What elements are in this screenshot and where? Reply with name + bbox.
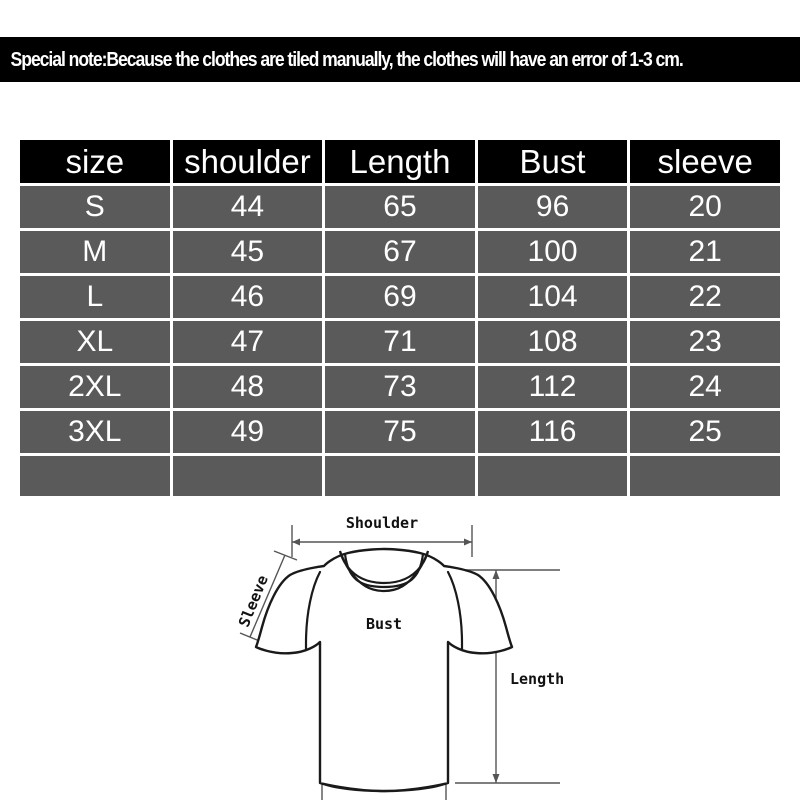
tshirt-body-path bbox=[254, 547, 514, 793]
bust-label: Bust bbox=[366, 615, 402, 633]
cell-shoulder: 47 bbox=[172, 321, 323, 363]
cell-shoulder: 46 bbox=[172, 276, 323, 318]
table-row: XL 47 71 108 23 bbox=[20, 321, 780, 363]
cell-length: 73 bbox=[325, 366, 475, 408]
cell-bust: 108 bbox=[477, 321, 628, 363]
cell-bust: 100 bbox=[477, 231, 628, 273]
cell-shoulder: 48 bbox=[172, 366, 323, 408]
cell-size: L bbox=[20, 276, 170, 318]
collar-inner-line bbox=[343, 553, 425, 589]
cell-size: M bbox=[20, 231, 170, 273]
cell-shoulder bbox=[172, 456, 323, 496]
column-header-length: Length bbox=[325, 140, 475, 183]
cell-bust bbox=[477, 456, 628, 496]
cell-shoulder: 44 bbox=[172, 186, 323, 228]
cell-shoulder: 45 bbox=[172, 231, 323, 273]
tshirt-collar bbox=[338, 550, 430, 593]
cell-length: 69 bbox=[325, 276, 475, 318]
column-header-bust: Bust bbox=[477, 140, 628, 183]
size-table-body: S 44 65 96 20 M 45 67 100 21 L 46 69 104… bbox=[20, 186, 780, 496]
cell-bust: 104 bbox=[477, 276, 628, 318]
sleeve-seam-left bbox=[304, 570, 322, 652]
special-note-banner: Special note:Because the clothes are til… bbox=[0, 37, 800, 82]
sleeve-seams bbox=[304, 570, 464, 652]
sleeve-seam-right bbox=[446, 570, 464, 652]
shoulder-label: Shoulder bbox=[346, 514, 418, 532]
column-header-shoulder: shoulder bbox=[172, 140, 323, 183]
cell-size: 3XL bbox=[20, 411, 170, 453]
size-table: size shoulder Length Bust sleeve S 44 65… bbox=[17, 137, 783, 499]
length-label: Length bbox=[510, 670, 564, 688]
cell-length: 75 bbox=[325, 411, 475, 453]
table-row: M 45 67 100 21 bbox=[20, 231, 780, 273]
cell-shoulder: 49 bbox=[172, 411, 323, 453]
cell-bust: 112 bbox=[477, 366, 628, 408]
cell-sleeve: 22 bbox=[630, 276, 780, 318]
cell-size: XL bbox=[20, 321, 170, 363]
column-header-size: size bbox=[20, 140, 170, 183]
table-row: L 46 69 104 22 bbox=[20, 276, 780, 318]
table-row: S 44 65 96 20 bbox=[20, 186, 780, 228]
tshirt-measurement-diagram: Shoulder Bust Length Sleeve bbox=[0, 495, 800, 800]
sleeve-measure-line bbox=[249, 554, 286, 638]
table-row: 3XL 49 75 116 25 bbox=[20, 411, 780, 453]
column-header-sleeve: sleeve bbox=[630, 140, 780, 183]
cell-sleeve bbox=[630, 456, 780, 496]
table-row: 2XL 48 73 112 24 bbox=[20, 366, 780, 408]
cell-bust: 96 bbox=[477, 186, 628, 228]
cell-sleeve: 23 bbox=[630, 321, 780, 363]
cell-bust: 116 bbox=[477, 411, 628, 453]
special-note-text: Special note:Because the clothes are til… bbox=[10, 48, 684, 71]
table-header-row: size shoulder Length Bust sleeve bbox=[20, 140, 780, 183]
size-table-head: size shoulder Length Bust sleeve bbox=[20, 140, 780, 183]
cell-sleeve: 24 bbox=[630, 366, 780, 408]
cell-sleeve: 25 bbox=[630, 411, 780, 453]
cell-length: 65 bbox=[325, 186, 475, 228]
hem-curve-path bbox=[319, 782, 449, 793]
cell-size bbox=[20, 456, 170, 496]
cell-length: 67 bbox=[325, 231, 475, 273]
cell-size: 2XL bbox=[20, 366, 170, 408]
cell-size: S bbox=[20, 186, 170, 228]
tshirt-hem bbox=[319, 782, 449, 793]
cell-sleeve: 20 bbox=[630, 186, 780, 228]
sleeve-tick-top bbox=[273, 550, 298, 561]
tshirt-outline bbox=[254, 547, 514, 793]
cell-length bbox=[325, 456, 475, 496]
table-row-empty bbox=[20, 456, 780, 496]
cell-length: 71 bbox=[325, 321, 475, 363]
cell-sleeve: 21 bbox=[630, 231, 780, 273]
